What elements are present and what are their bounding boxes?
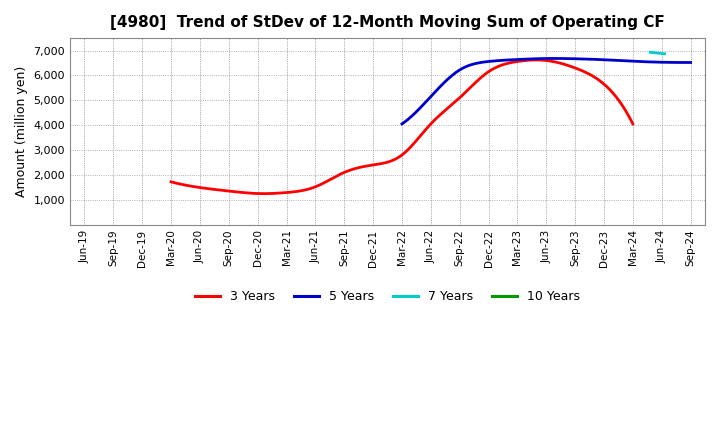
3 Years [168,180,177,185]
5 Years [660,60,669,65]
7 Years [660,51,669,56]
3 Years [444,106,452,111]
5 Years [570,56,579,62]
3 Years [559,62,567,67]
3 Years [441,107,450,112]
5 Years [397,121,406,127]
Line: 3 Years: 3 Years [171,60,633,194]
Y-axis label: Amount (million yen): Amount (million yen) [15,66,28,197]
5 Years [575,56,584,62]
Legend: 3 Years, 5 Years, 7 Years, 10 Years: 3 Years, 5 Years, 7 Years, 10 Years [190,285,585,308]
3 Years [451,99,459,104]
5 Years [549,56,558,61]
5 Years [570,56,578,61]
7 Years [646,50,654,55]
3 Years [167,179,176,184]
Title: [4980]  Trend of StDev of 12-Month Moving Sum of Operating CF: [4980] Trend of StDev of 12-Month Moving… [110,15,665,30]
3 Years [629,121,637,127]
3 Years [531,57,540,62]
Line: 7 Years: 7 Years [650,52,665,54]
3 Years [259,191,268,196]
5 Years [686,60,695,65]
3 Years [588,73,597,79]
5 Years [399,121,408,126]
5 Years [642,59,650,64]
Line: 5 Years: 5 Years [402,59,690,124]
